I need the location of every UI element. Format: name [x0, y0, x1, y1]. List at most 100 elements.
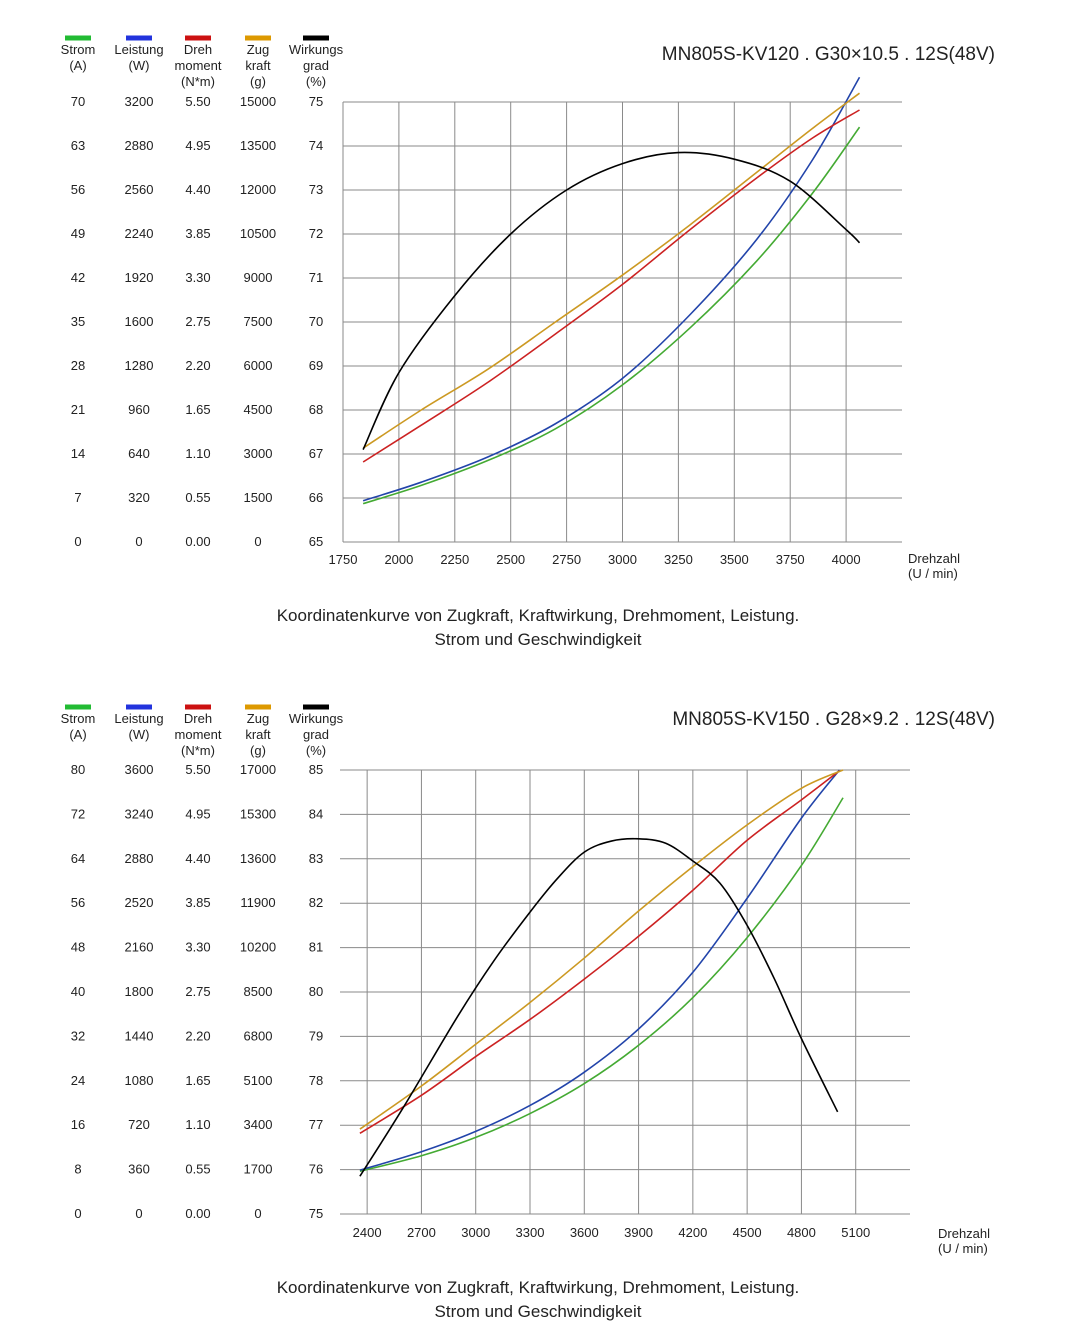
x-tick-label: 3750	[776, 552, 805, 567]
x-tick-label: 4500	[733, 1225, 762, 1240]
y-tick-label-zug: 3400	[244, 1117, 273, 1132]
y-tick-label-dreh: 2.75	[185, 314, 210, 329]
y-tick-label-wirk: 85	[309, 762, 323, 777]
series-line-dreh	[359, 770, 840, 1134]
chart-caption: Koordinatenkurve von Zugkraft, Kraftwirk…	[277, 606, 800, 625]
y-tick-label-strom: 48	[71, 940, 85, 955]
axis-header-dreh: (N*m)	[181, 743, 215, 758]
y-tick-label-wirk: 70	[309, 314, 323, 329]
y-tick-label-wirk: 76	[309, 1162, 323, 1177]
series-line-zug	[362, 92, 860, 449]
y-tick-label-leistung: 2880	[125, 138, 154, 153]
y-tick-label-leistung: 2160	[125, 940, 154, 955]
chart-caption: Strom und Geschwindigkeit	[435, 1302, 642, 1321]
axis-header-dreh: Dreh	[184, 711, 212, 726]
y-tick-label-leistung: 1920	[125, 270, 154, 285]
legend-swatch-dreh	[185, 704, 211, 710]
axis-header-leistung: (W)	[129, 727, 150, 742]
y-tick-label-zug: 15300	[240, 806, 276, 821]
legend-swatch-strom	[65, 35, 91, 41]
axis-header-wirk: (%)	[306, 743, 326, 758]
series-line-zug	[359, 769, 844, 1130]
y-tick-label-dreh: 4.40	[185, 182, 210, 197]
y-tick-label-zug: 1500	[244, 490, 273, 505]
y-tick-label-dreh: 4.95	[185, 806, 210, 821]
series-line-dreh	[362, 109, 860, 463]
series-line-strom	[359, 797, 844, 1173]
axis-header-wirk: grad	[303, 58, 329, 73]
x-axis-label: Drehzahl	[908, 551, 960, 566]
y-tick-label-zug: 15000	[240, 94, 276, 109]
chart-caption: Koordinatenkurve von Zugkraft, Kraftwirk…	[277, 1278, 800, 1297]
legend-swatch-leistung	[126, 35, 152, 41]
y-tick-label-strom: 70	[71, 94, 85, 109]
legend-swatch-zug	[245, 704, 271, 710]
y-tick-label-zug: 6800	[244, 1028, 273, 1043]
axis-header-leistung: Leistung	[114, 711, 163, 726]
y-tick-label-dreh: 5.50	[185, 94, 210, 109]
x-tick-label: 5100	[841, 1225, 870, 1240]
axis-header-wirk: (%)	[306, 74, 326, 89]
x-tick-label: 2700	[407, 1225, 436, 1240]
y-tick-label-wirk: 67	[309, 446, 323, 461]
axis-header-dreh: moment	[175, 58, 222, 73]
y-tick-label-wirk: 78	[309, 1073, 323, 1088]
y-tick-label-zug: 1700	[244, 1162, 273, 1177]
y-tick-label-dreh: 3.30	[185, 940, 210, 955]
y-tick-label-dreh: 0.55	[185, 490, 210, 505]
axis-header-dreh: moment	[175, 727, 222, 742]
x-tick-label: 1750	[329, 552, 358, 567]
y-tick-label-leistung: 1280	[125, 358, 154, 373]
axis-header-zug: Zug	[247, 42, 269, 57]
y-tick-label-dreh: 4.40	[185, 851, 210, 866]
axis-header-zug: kraft	[245, 58, 271, 73]
y-tick-label-zug: 0	[254, 1206, 261, 1221]
axis-header-wirk: grad	[303, 727, 329, 742]
y-tick-label-dreh: 3.85	[185, 226, 210, 241]
y-tick-label-dreh: 3.85	[185, 895, 210, 910]
y-tick-label-leistung: 1600	[125, 314, 154, 329]
y-tick-label-wirk: 84	[309, 806, 323, 821]
axis-header-strom: Strom	[61, 42, 96, 57]
legend-swatch-leistung	[126, 704, 152, 710]
y-tick-label-dreh: 0.00	[185, 534, 210, 549]
y-tick-label-zug: 5100	[244, 1073, 273, 1088]
y-tick-label-leistung: 0	[135, 1206, 142, 1221]
chart-2: 2400 2700 3000 3300 3600 3900 4200 4500 4800 5100…	[61, 704, 995, 1321]
y-tick-label-leistung: 3240	[125, 806, 154, 821]
series-line-wirk	[362, 151, 861, 450]
axis-header-wirk: Wirkungs	[289, 711, 344, 726]
x-tick-label: 3900	[624, 1225, 653, 1240]
y-tick-label-strom: 0	[74, 534, 81, 549]
axis-header-zug: kraft	[245, 727, 271, 742]
y-tick-label-leistung: 2560	[125, 182, 154, 197]
y-tick-label-dreh: 1.10	[185, 1117, 210, 1132]
x-tick-label: 3000	[461, 1225, 490, 1240]
axis-header-wirk: Wirkungs	[289, 42, 344, 57]
y-tick-label-dreh: 4.95	[185, 138, 210, 153]
axis-header-leistung: (W)	[129, 58, 150, 73]
y-tick-label-strom: 35	[71, 314, 85, 329]
x-tick-label: 2400	[353, 1225, 382, 1240]
y-tick-label-wirk: 71	[309, 270, 323, 285]
y-tick-label-strom: 7	[74, 490, 81, 505]
y-tick-label-zug: 8500	[244, 984, 273, 999]
x-tick-label: 3250	[664, 552, 693, 567]
y-tick-label-wirk: 75	[309, 94, 323, 109]
axis-header-zug: (g)	[250, 74, 266, 89]
legend-swatch-strom	[65, 704, 91, 710]
y-tick-label-strom: 8	[74, 1162, 81, 1177]
y-tick-label-wirk: 79	[309, 1028, 323, 1043]
y-tick-label-wirk: 66	[309, 490, 323, 505]
y-tick-label-leistung: 3600	[125, 762, 154, 777]
y-tick-label-strom: 21	[71, 402, 85, 417]
y-tick-label-dreh: 1.65	[185, 1073, 210, 1088]
y-tick-label-zug: 10200	[240, 940, 276, 955]
chart-title: MN805S-KV120 . G30×10.5 . 12S(48V)	[662, 44, 995, 65]
y-tick-label-leistung: 360	[128, 1162, 150, 1177]
x-tick-label: 4000	[832, 552, 861, 567]
y-tick-label-strom: 72	[71, 806, 85, 821]
y-tick-label-wirk: 73	[309, 182, 323, 197]
y-tick-label-dreh: 0.00	[185, 1206, 210, 1221]
y-tick-label-zug: 3000	[244, 446, 273, 461]
